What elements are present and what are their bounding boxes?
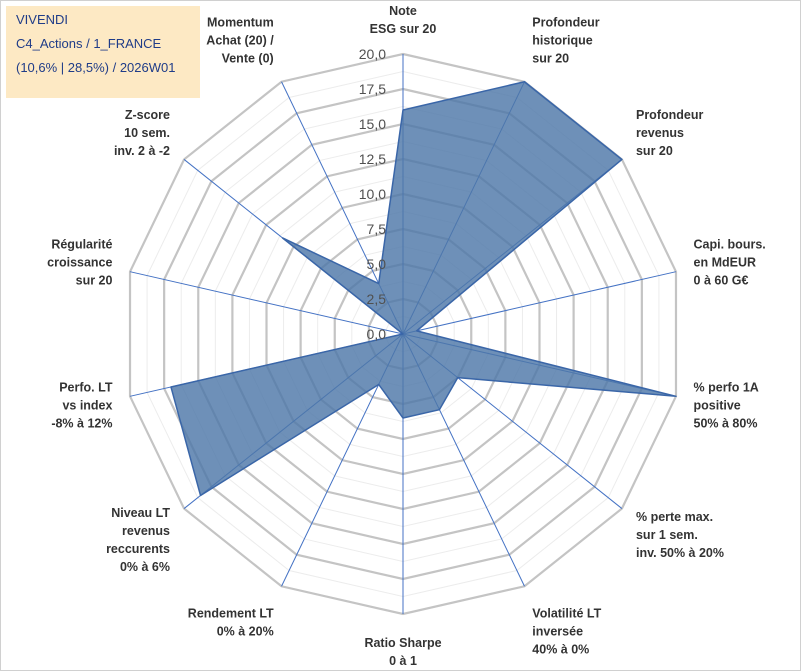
axis-label-line: Profondeur [532,16,599,30]
axis-label-line: ESG sur 20 [370,22,437,36]
axis-spoke [129,271,404,335]
axis-label-line: inv. 2 à -2 [114,144,170,158]
axis-label: % perfo 1A positive 50% à 80% [694,381,759,431]
axis-label-line: Note [389,4,417,18]
axis-label-line: 0 à 60 G€ [694,273,749,287]
axis-label-line: Ratio Sharpe [364,636,441,650]
axis-label: Note ESG sur 20 [370,4,437,36]
info-details: (10,6% | 28,5%) / 2026W01 [16,60,176,75]
axis-label-line: Perfo. LT [59,381,113,395]
axis-label-line: 10 sem. [124,126,170,140]
axis-label-line: revenus [122,524,170,538]
axis-label-line: Capi. bours. [694,237,766,251]
axis-label: Niveau LT revenus reccurents 0% à 6% [106,506,170,574]
axis-label-line: % perfo 1A [694,381,759,395]
axis-label-line: Achat (20) / [206,34,274,48]
info-name: VIVENDI [16,12,69,27]
axis-label: Profondeur revenus sur 20 [636,108,703,158]
axis-label-line: inv. 50% à 20% [636,546,724,560]
r-tick-label: 7,5 [367,221,387,237]
axis-label-line: vs index [62,399,112,413]
info-box: VIVENDI C4_Actions / 1_FRANCE (10,6% | 2… [6,6,200,98]
axis-label-line: Vente (0) [222,52,274,66]
axis-label-line: sur 20 [636,144,673,158]
axis-label: Profondeur historique sur 20 [532,16,599,66]
axis-spoke [402,271,677,335]
axis-label-line: % perte max. [636,510,713,524]
axis-label-line: Z-score [125,108,170,122]
axis-label-line: Profondeur [636,108,703,122]
axis-label: Z-score 10 sem. inv. 2 à -2 [114,108,170,158]
axis-label: Ratio Sharpe 0 à 1 [364,636,441,668]
axis-label: % perte max. sur 1 sem. inv. 50% à 20% [636,510,724,560]
axis-label-line: Régularité [51,237,112,251]
axis-label-line: sur 20 [532,52,569,66]
axis-label-line: 40% à 0% [532,642,589,656]
axis-label-line: Rendement LT [188,606,274,620]
axis-label-line: 50% à 80% [694,417,758,431]
axis-label-line: sur 1 sem. [636,528,698,542]
axis-label-line: Volatilité LT [532,606,601,620]
data-series-area [170,80,677,497]
axis-label-line: sur 20 [76,273,113,287]
axis-label: Capi. bours. en MdEUR 0 à 60 G€ [694,237,766,287]
axis-label-line: 0 à 1 [389,654,417,668]
r-tick-label: 20,0 [359,46,386,62]
r-tick-label: 2,5 [367,291,387,307]
axis-label-line: -8% à 12% [51,417,112,431]
axis-label: Momentum Achat (20) / Vente (0) [206,16,274,66]
r-tick-label: 17,5 [359,81,386,97]
axis-label-line: Momentum [207,16,274,30]
axis-label-line: 0% à 6% [120,560,170,574]
r-tick-label: 0,0 [367,326,387,342]
axis-label: Rendement LT 0% à 20% [188,606,274,638]
axis-label-line: 0% à 20% [217,624,274,638]
axis-label-line: croissance [47,255,112,269]
info-category: C4_Actions / 1_FRANCE [16,36,162,51]
axis-label-line: positive [694,399,741,413]
r-tick-label: 15,0 [359,116,386,132]
r-tick-label: 10,0 [359,186,386,202]
r-tick-label: 12,5 [359,151,386,167]
axis-label-line: historique [532,34,592,48]
r-tick-label: 5,0 [367,256,387,272]
axis-label-line: en MdEUR [694,255,757,269]
axis-label-line: reccurents [106,542,170,556]
axis-label-line: Niveau LT [111,506,170,520]
axis-label: Perfo. LT vs index -8% à 12% [51,381,113,431]
axis-label-line: revenus [636,126,684,140]
axis-label-line: inversée [532,624,583,638]
axis-label: Volatilité LT inversée 40% à 0% [532,606,601,656]
axis-label: Régularité croissance sur 20 [47,237,112,287]
